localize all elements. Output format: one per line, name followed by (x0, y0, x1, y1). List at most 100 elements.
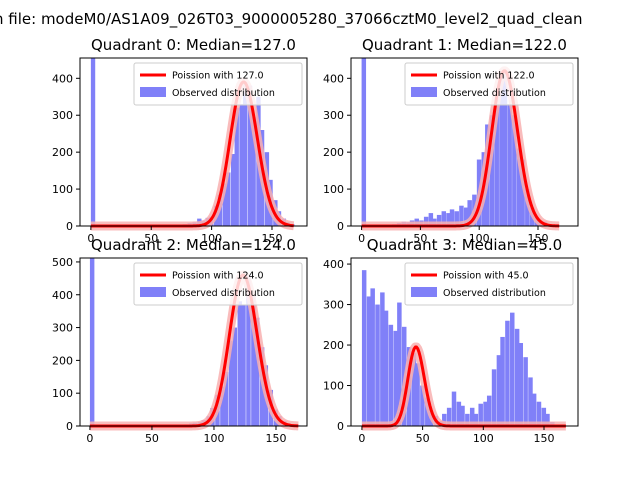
x-tick-label: 100 (469, 232, 490, 245)
x-tick-label: 100 (203, 432, 224, 445)
axes-frame (79, 257, 308, 427)
histogram-bar (234, 107, 239, 226)
quadrant-0-title: Quadrant 0: Median=127.0 (91, 36, 296, 54)
histogram-bar (525, 189, 530, 226)
histogram-bar (516, 148, 522, 226)
histogram-bar (465, 413, 470, 426)
histogram-bar (446, 213, 451, 226)
x-tick-label: 150 (265, 432, 286, 445)
histogram-bar (230, 154, 236, 226)
x-tick-label: 50 (144, 232, 158, 245)
legend-entry-poisson: Poission with 127.0 (172, 71, 264, 82)
quadrant-1-panel: 0 50 100 150 0 100 200 300 400 Quadrant 1: Median… (323, 36, 579, 245)
histogram-bar (449, 209, 455, 226)
histogram-bar (441, 211, 447, 226)
legend: Poission with 45.0 Observed distribution (404, 262, 574, 306)
histogram-bar (397, 302, 402, 426)
histogram-bar (223, 371, 229, 426)
axes-frame (350, 57, 579, 227)
x-tick-label: 0 (358, 432, 365, 445)
histogram-bar (226, 172, 231, 226)
histogram-bar (528, 377, 533, 426)
legend-entry-poisson: Poission with 45.0 (443, 271, 529, 282)
x-tick-label: 150 (534, 432, 555, 445)
y-tick-label: 100 (323, 183, 344, 196)
legend-entry-poisson: Poission with 124.0 (172, 271, 264, 282)
histogram-bar (239, 104, 244, 226)
y-tick-label: 300 (323, 299, 344, 312)
histogram-bar (545, 413, 550, 426)
legend-box (133, 262, 303, 306)
legend-box (404, 262, 574, 306)
y-tick-label: 0 (66, 220, 73, 233)
histogram-bar (243, 82, 248, 226)
legend-bar-swatch (140, 87, 166, 97)
legend-entry-observed: Observed distribution (172, 288, 275, 299)
y-tick-label: 300 (323, 109, 344, 122)
y-tick-label: 300 (52, 322, 73, 335)
histogram-bar (446, 407, 452, 426)
axes-frame (350, 257, 579, 427)
histogram-bar (246, 275, 251, 426)
x-tick-label: 50 (145, 432, 159, 445)
y-tick-label: 500 (52, 256, 73, 269)
histogram-bar (523, 357, 528, 426)
histogram-bar (469, 407, 475, 426)
y-tick-label: 400 (323, 258, 344, 271)
y-tick-label: 0 (66, 420, 73, 433)
histogram-bar (247, 85, 253, 226)
histogram-bar (459, 205, 464, 226)
histogram-bar (463, 207, 469, 226)
legend-box (133, 62, 303, 106)
y-tick-label: 200 (323, 339, 344, 352)
histogram-bar (89, 258, 95, 426)
histogram-bar (536, 401, 542, 426)
histogram-bar (436, 214, 442, 226)
x-tick-label: 0 (86, 432, 93, 445)
histogram-bar (505, 320, 510, 426)
histogram-bar (499, 74, 504, 226)
histogram-bar (512, 115, 517, 226)
y-tick-label: 100 (323, 380, 344, 393)
histogram-bar (510, 312, 515, 426)
histogram-bar (467, 200, 472, 226)
histogram-bar (494, 96, 499, 227)
x-tick-label: 150 (261, 232, 282, 245)
histogram-bar (473, 413, 479, 426)
histogram-bar (507, 104, 512, 226)
histogram-bar (220, 386, 225, 426)
legend-entry-observed: Observed distribution (443, 88, 546, 99)
histogram-bar (237, 301, 243, 426)
histogram-bar (393, 330, 398, 426)
legend-box (404, 62, 574, 106)
histogram-bar (251, 294, 256, 426)
quadrant-3-title: Quadrant 3: Median=45.0 (367, 236, 562, 254)
histogram-bar (254, 317, 260, 426)
histogram-bar (531, 393, 537, 426)
x-tick-label: 0 (358, 232, 365, 245)
legend-bar-swatch (411, 287, 437, 297)
histogram-bar (375, 304, 380, 426)
legend: Poission with 127.0 Observed distribution (133, 62, 303, 106)
axes-frame (79, 57, 308, 227)
x-tick-label: 0 (87, 232, 94, 245)
y-tick-label: 400 (52, 72, 73, 85)
legend: Poission with 122.0 Observed distribution (404, 62, 574, 106)
histogram-bar (411, 353, 417, 426)
legend-bar-swatch (411, 87, 437, 97)
y-tick-label: 400 (323, 72, 344, 85)
y-tick-label: 100 (52, 387, 73, 400)
histogram-bar (489, 115, 495, 226)
histogram-bar (514, 328, 520, 426)
histogram-bar (251, 117, 256, 226)
quadrant-0-panel: 0 50 100 150 0 100 200 300 400 Quadrant 0: Median… (52, 36, 308, 245)
histogram-bar (361, 270, 367, 426)
histogram-bar (502, 70, 508, 226)
x-tick-label: 100 (473, 432, 494, 445)
histogram-bar (380, 292, 385, 426)
histogram-bar (520, 159, 525, 226)
histogram-bar (500, 336, 505, 426)
histogram-bar (423, 216, 429, 226)
x-tick-label: 100 (201, 232, 222, 245)
